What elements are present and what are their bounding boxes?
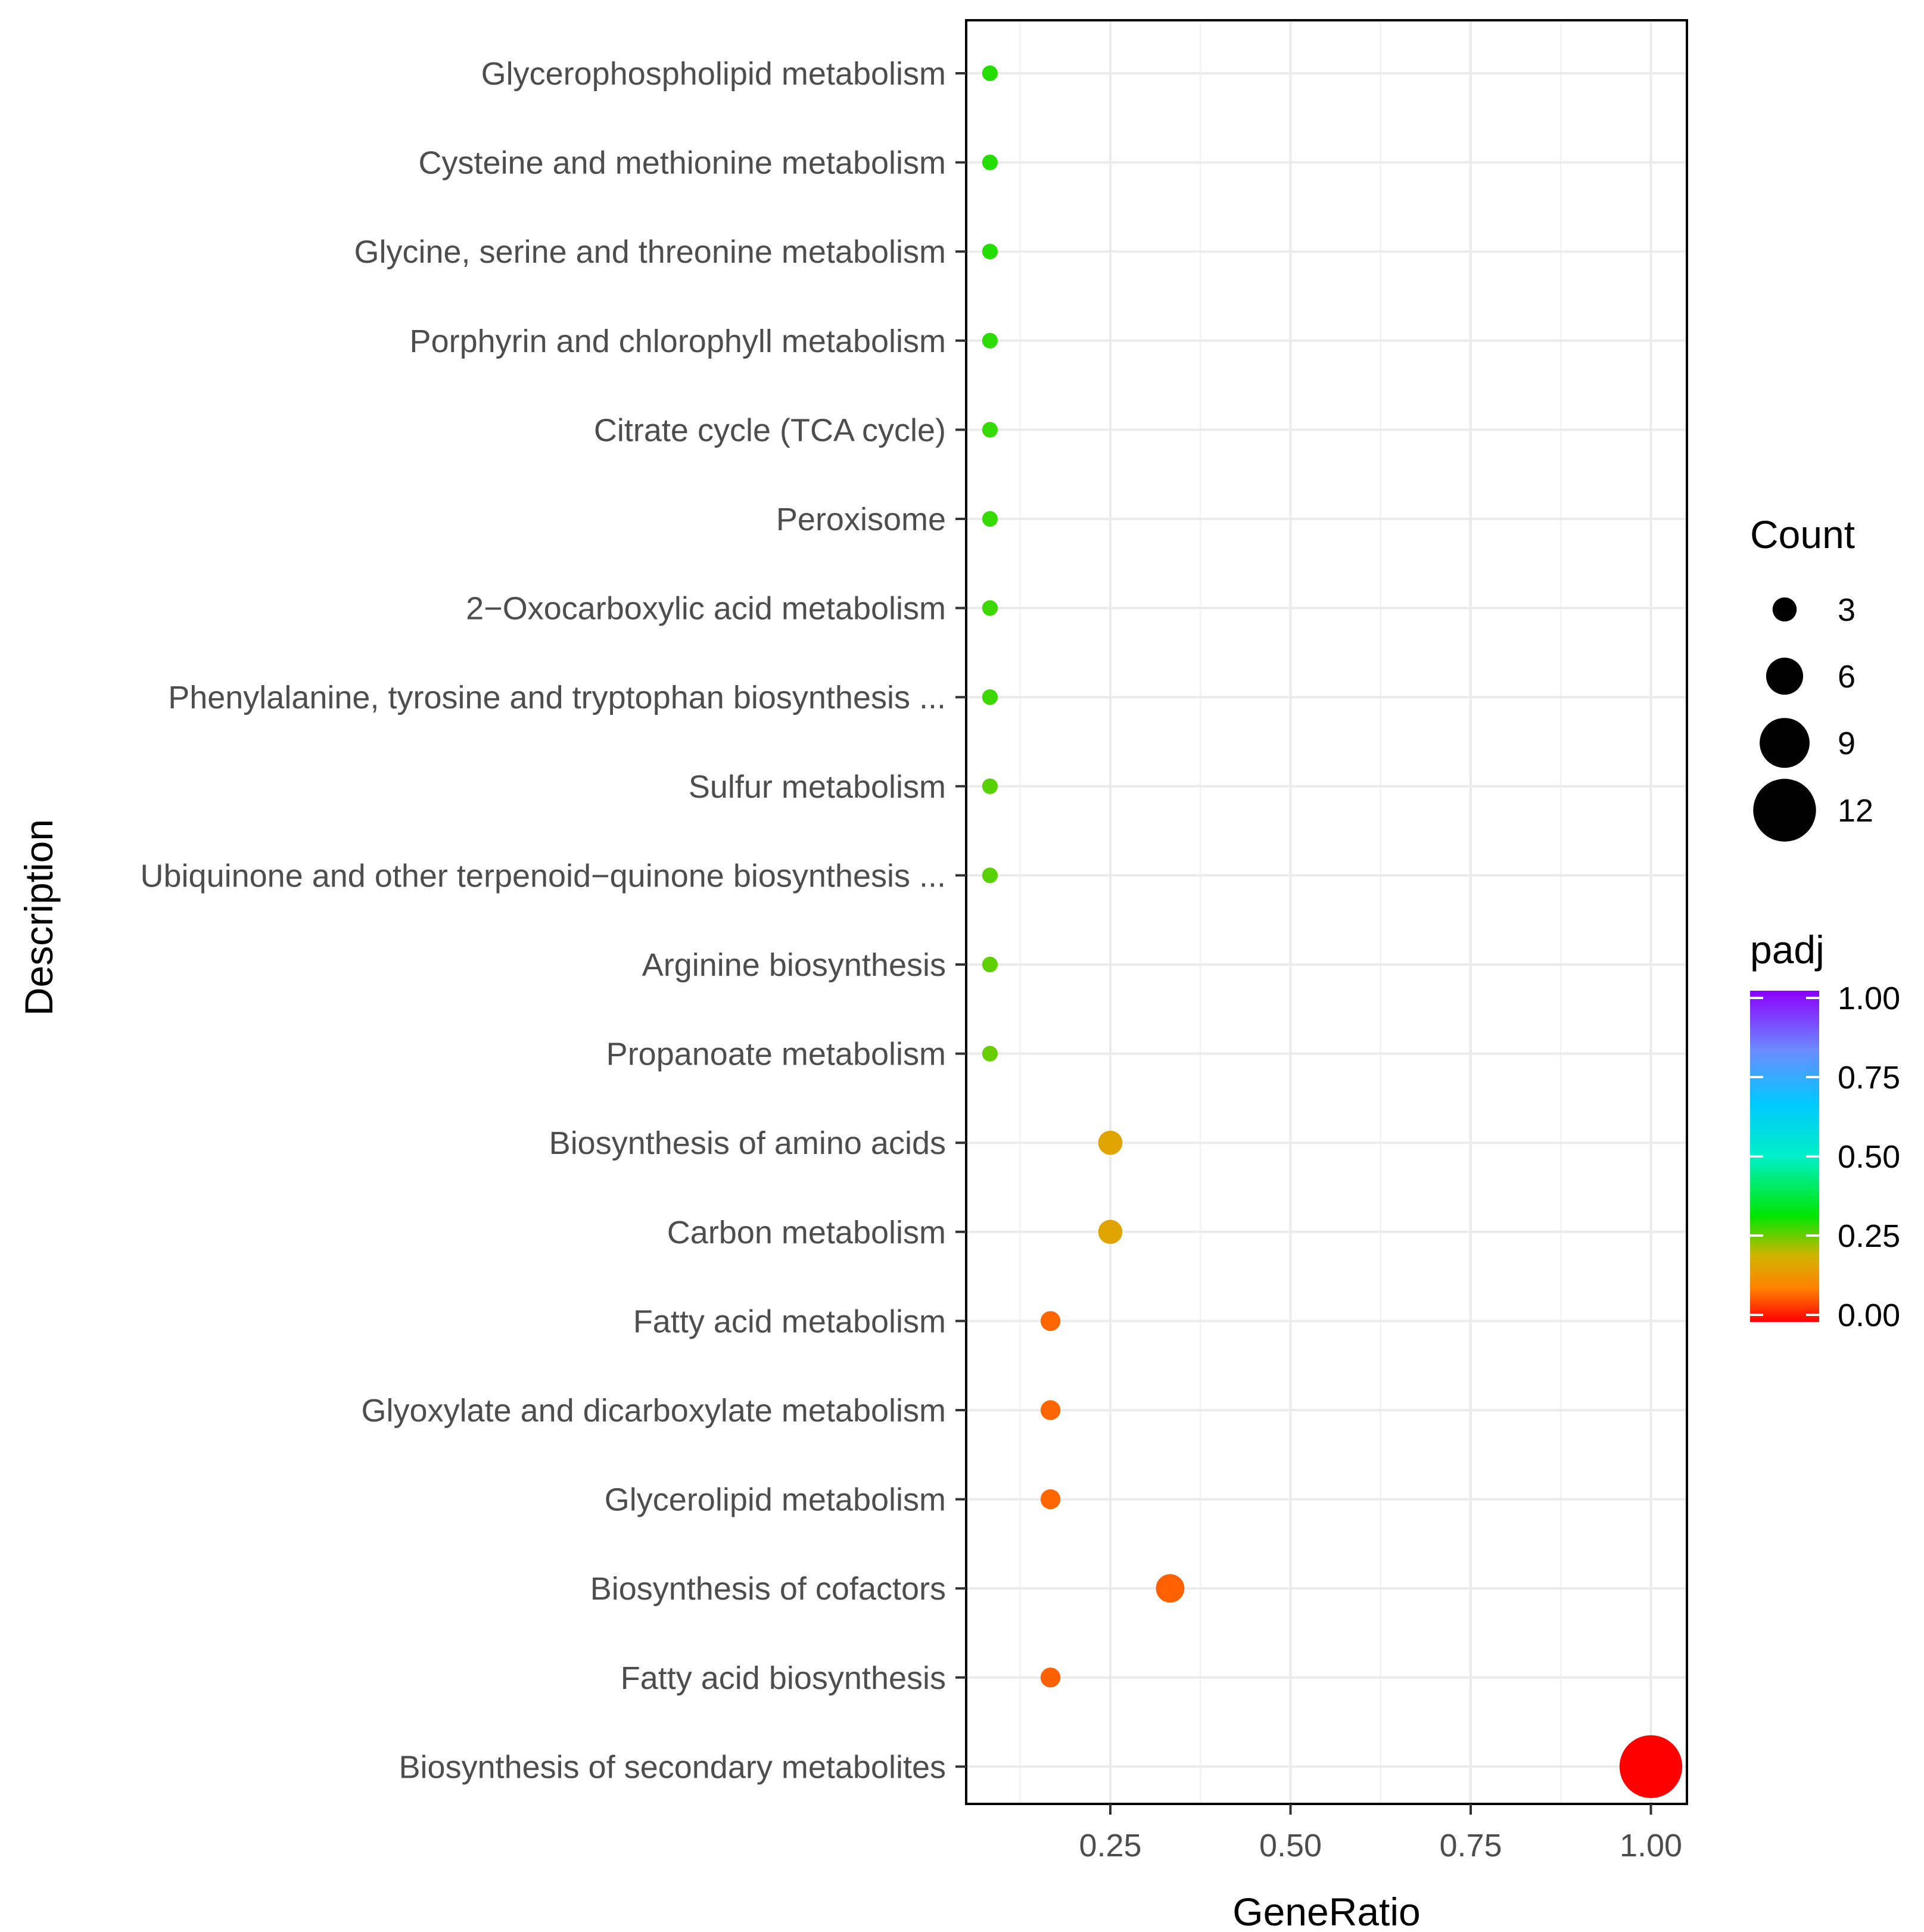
y-axis: Glycerophospholipid metabolism Cysteine a… (141, 56, 966, 1785)
count-legend-label: 6 (1838, 659, 1855, 695)
y-tick-label: Biosynthesis of cofactors (590, 1571, 946, 1607)
data-point (1619, 1735, 1683, 1799)
x-tick-label: 0.50 (1259, 1828, 1322, 1863)
y-tick-label: Phenylalanine, tyrosine and tryptophan b… (168, 680, 946, 715)
y-tick-label: Carbon metabolism (667, 1215, 946, 1250)
padj-legend-label: 0.00 (1838, 1298, 1900, 1333)
data-point (982, 778, 998, 794)
plot-border (965, 19, 1688, 1805)
data-point (1098, 1219, 1123, 1245)
data-point (1156, 1574, 1185, 1603)
major-gridlines (966, 20, 1687, 1804)
count-legend-key (1766, 657, 1804, 695)
data-point (1040, 1489, 1061, 1510)
data-point (1040, 1311, 1061, 1331)
data-point (982, 422, 998, 438)
y-axis-title: Description (17, 819, 61, 1016)
padj-legend-title: padj (1750, 928, 1825, 972)
padj-legend-label: 0.75 (1838, 1060, 1900, 1096)
data-point (982, 600, 998, 616)
y-tick-label: Glyoxylate and dicarboxylate metabolism (362, 1393, 946, 1429)
padj-legend-label: 0.50 (1838, 1139, 1900, 1175)
y-tick-label: Cysteine and methionine metabolism (419, 145, 946, 181)
count-legend-key (1753, 779, 1816, 842)
data-point (1040, 1400, 1061, 1420)
data-point (1040, 1667, 1061, 1688)
y-tick-label: Propanoate metabolism (606, 1037, 946, 1072)
y-tick-label: Fatty acid metabolism (633, 1303, 946, 1339)
data-point (982, 956, 998, 973)
x-axis-title: GeneRatio (1232, 1890, 1421, 1932)
x-axis: 0.25 0.50 0.75 1.00 (1079, 1804, 1682, 1863)
data-point (982, 1046, 998, 1062)
count-legend-label: 3 (1838, 592, 1855, 628)
y-tick-label: Glycine, serine and threonine metabolism (354, 234, 946, 270)
y-tick-label: Porphyrin and chlorophyll metabolism (410, 323, 946, 359)
padj-legend: padj 1.00 0.75 0.50 0.25 0.00 (1750, 928, 1900, 1333)
y-tick-label: Ubiquinone and other terpenoid−quinone b… (141, 858, 946, 894)
y-tick-label: Glycerophospholipid metabolism (481, 56, 946, 92)
data-point (982, 154, 998, 170)
data-point (982, 332, 998, 349)
x-tick-label: 1.00 (1620, 1828, 1682, 1863)
count-legend-label: 9 (1838, 726, 1855, 761)
data-point (982, 689, 998, 705)
y-tick-label: Fatty acid biosynthesis (621, 1660, 946, 1696)
count-legend-label: 12 (1838, 793, 1873, 829)
count-legend-key (1760, 718, 1810, 768)
count-legend: Count 3 6 9 12 (1750, 512, 1873, 842)
padj-legend-label: 0.25 (1838, 1218, 1900, 1254)
y-tick-label: Peroxisome (776, 502, 946, 537)
padj-legend-label: 1.00 (1838, 981, 1900, 1016)
data-point (982, 867, 998, 883)
data-point (1098, 1130, 1123, 1155)
y-tick-label: Sulfur metabolism (689, 769, 946, 805)
count-legend-title: Count (1750, 512, 1855, 556)
data-points (982, 65, 1683, 1799)
y-tick-label: 2−Oxocarboxylic acid metabolism (466, 591, 946, 627)
y-tick-label: Glycerolipid metabolism (605, 1482, 946, 1518)
data-point (982, 511, 998, 527)
x-tick-label: 0.25 (1079, 1828, 1141, 1863)
plot-panel (966, 20, 1687, 1804)
y-tick-label: Arginine biosynthesis (642, 947, 946, 983)
x-tick-label: 0.75 (1439, 1828, 1502, 1863)
data-point (982, 65, 998, 82)
y-tick-label: Biosynthesis of amino acids (549, 1125, 946, 1161)
y-tick-label: Biosynthesis of secondary metabolites (399, 1749, 946, 1785)
y-tick-label: Citrate cycle (TCA cycle) (594, 412, 946, 448)
count-legend-key (1772, 597, 1797, 622)
minor-gridlines (1019, 20, 1562, 1804)
data-point (982, 244, 998, 260)
